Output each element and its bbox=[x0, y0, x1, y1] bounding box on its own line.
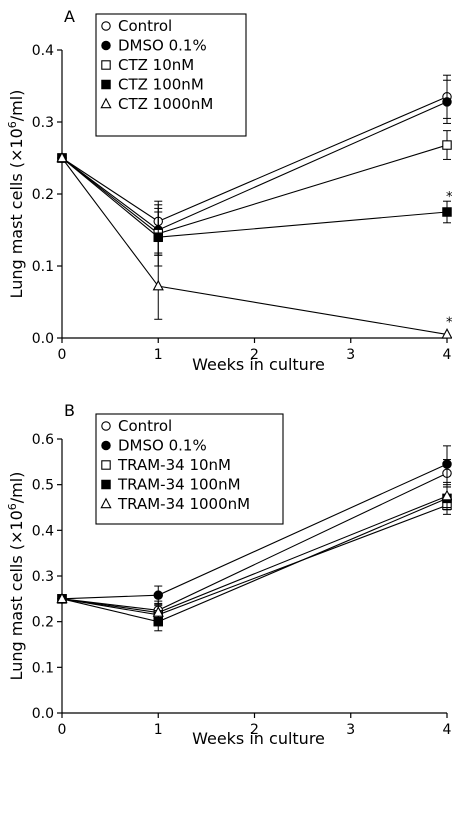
y-tick-label: 0.4 bbox=[32, 523, 54, 539]
x-tick-label: 2 bbox=[250, 347, 259, 363]
data-point bbox=[152, 279, 164, 291]
legend-marker bbox=[101, 79, 111, 90]
legend-label: Control bbox=[118, 417, 172, 435]
legend-label: CTZ 100nM bbox=[118, 76, 204, 94]
x-tick-label: 4 bbox=[443, 347, 452, 363]
legend-label: DMSO 0.1% bbox=[118, 37, 207, 55]
data-point bbox=[442, 140, 452, 150]
legend-box bbox=[95, 13, 247, 137]
legend-marker bbox=[101, 479, 111, 490]
significance-marker: * bbox=[446, 190, 452, 205]
x-tick-label: 4 bbox=[443, 722, 452, 738]
y-tick-label: 0.3 bbox=[32, 569, 54, 585]
y-tick-label: 0.3 bbox=[32, 115, 54, 131]
y-tick-label: 0.0 bbox=[32, 331, 54, 347]
y-tick-label: 0.2 bbox=[32, 615, 54, 631]
legend-label: CTZ 10nM bbox=[118, 56, 194, 74]
legend-label: DMSO 0.1% bbox=[118, 437, 207, 455]
y-tick-label: 0.0 bbox=[32, 706, 54, 722]
legend-marker bbox=[100, 497, 112, 509]
y-tick-label: 0.1 bbox=[32, 660, 54, 676]
legend-label: TRAM-34 1000nM bbox=[117, 495, 250, 513]
y-axis-title: Lung mast cells (×106/ml) bbox=[6, 90, 26, 299]
data-point bbox=[442, 459, 452, 469]
legend-marker bbox=[100, 97, 112, 109]
legend-marker bbox=[101, 40, 111, 51]
data-point bbox=[441, 328, 452, 339]
series-4 bbox=[56, 484, 452, 623]
series-3 bbox=[57, 153, 452, 267]
x-axis-title: Weeks in culture bbox=[192, 729, 325, 748]
chart-panel-b: B 0.0 0.1 0.2 0.3 0.4 0.5 0.6 0 1 2 3 4 Weeks in cult… bbox=[6, 401, 452, 748]
x-tick-label: 1 bbox=[154, 347, 163, 363]
legend: Control DMSO 0.1%TRAM-34 10nM TRAM-34 100n… bbox=[95, 413, 284, 525]
x-tick-label: 1 bbox=[154, 722, 163, 738]
series-2 bbox=[57, 130, 452, 256]
panel-label: A bbox=[64, 7, 75, 26]
legend-label: TRAM-34 100nM bbox=[117, 476, 241, 494]
y-tick-label: 0.2 bbox=[32, 187, 54, 203]
data-point bbox=[441, 489, 452, 501]
x-tick-label: 3 bbox=[346, 347, 355, 363]
legend-marker bbox=[101, 421, 111, 431]
legend-box bbox=[95, 413, 284, 525]
y-tick-label: 0.6 bbox=[32, 432, 54, 448]
data-point bbox=[153, 590, 164, 600]
legend-marker bbox=[101, 460, 111, 470]
legend-label: TRAM-34 10nM bbox=[117, 456, 231, 474]
legend-label: CTZ 1000nM bbox=[118, 95, 213, 113]
legend-marker bbox=[101, 60, 111, 70]
legend-marker bbox=[101, 21, 111, 31]
legend-marker bbox=[101, 440, 111, 451]
x-tick-label: 0 bbox=[58, 347, 67, 363]
data-point bbox=[56, 592, 68, 604]
data-point bbox=[56, 151, 68, 163]
series-line bbox=[61, 157, 448, 238]
y-tick-label: 0.1 bbox=[32, 259, 54, 275]
data-point bbox=[442, 97, 452, 107]
x-axis-title: Weeks in culture bbox=[192, 355, 325, 374]
data-point bbox=[442, 207, 452, 217]
x-tick-label: 0 bbox=[58, 722, 67, 738]
series-line bbox=[61, 144, 448, 235]
x-tick-label: 2 bbox=[250, 722, 259, 738]
series-line bbox=[61, 157, 448, 335]
x-tick-label: 3 bbox=[346, 722, 355, 738]
y-tick-label: 0.4 bbox=[32, 43, 54, 59]
data-point bbox=[152, 606, 164, 617]
panel-label: B bbox=[64, 401, 75, 420]
y-axis-title: Lung mast cells (×106/ml) bbox=[6, 472, 26, 681]
y-tick-label: 0.5 bbox=[32, 478, 54, 494]
legend-label: Control bbox=[118, 17, 172, 35]
series-4 bbox=[56, 151, 452, 339]
data-point bbox=[153, 232, 164, 242]
significance-marker: * bbox=[446, 315, 452, 330]
chart-panel-a: A 0.0 0.1 0.2 0.3 0.4 0 1 2 3 4 Weeks in culture Lun… bbox=[6, 7, 452, 374]
